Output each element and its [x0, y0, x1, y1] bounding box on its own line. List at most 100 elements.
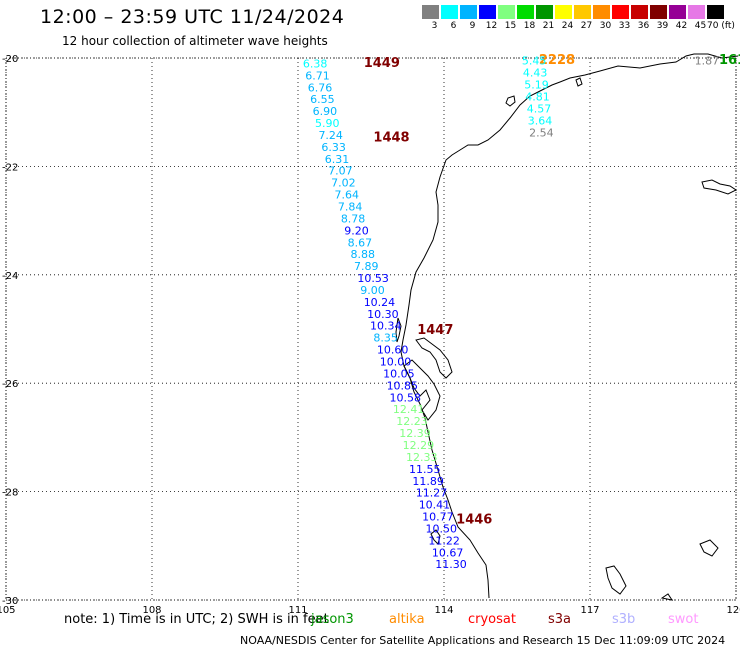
latitude-tick-label: -28: [2, 488, 18, 499]
wave-height-value: 12.29: [403, 439, 435, 452]
wave-height-value: 10.53: [357, 272, 389, 285]
legend-tick-label: 9: [469, 21, 476, 31]
longitude-tick-label: 105: [0, 605, 16, 616]
pass-number-label: 2228: [539, 53, 575, 68]
legend-tick-label: 12: [485, 21, 498, 31]
pass-number-label: 1448: [373, 131, 409, 146]
legend-tick-label: 24: [561, 21, 574, 31]
wave-height-value: 10.00: [380, 356, 412, 369]
wave-height-value: 9.20: [344, 224, 369, 237]
legend-swatch: [498, 5, 515, 19]
legend-swatch: [688, 5, 705, 19]
legend-tick-label: 36: [637, 21, 650, 31]
wave-height-value: 8.78: [341, 212, 366, 225]
longitude-tick-label: 108: [142, 605, 161, 616]
pass-number-label: 1447: [417, 323, 453, 338]
legend-swatch: [574, 5, 591, 19]
legend-tick-label: 15: [504, 21, 517, 31]
wave-height-observations: 6.386.716.766.556.905.907.246.336.317.07…: [303, 55, 719, 572]
legend-swatch: [593, 5, 610, 19]
wave-height-value: 4.81: [525, 90, 550, 103]
wave-height-value: 5.45: [522, 55, 547, 68]
graticule: 105 108 111 114 117 120 -20 -22 -24 -26 -28 -30: [0, 54, 740, 616]
wave-height-value: 10.77: [422, 511, 454, 524]
legend-unit-label: 70 (ft): [707, 21, 735, 31]
pass-number-label: 1446: [456, 513, 492, 528]
wave-height-value: 6.90: [313, 105, 338, 118]
houtman-abrolhos: [430, 529, 441, 545]
wave-height-value: 6.55: [310, 93, 335, 106]
wave-height-value: 11.89: [412, 475, 444, 488]
legend-tick-label: 27: [580, 21, 593, 31]
wave-height-value: 1.87: [695, 55, 720, 68]
legend-swatch: [441, 5, 458, 19]
longitude-tick-label: 117: [580, 605, 599, 616]
legend-swatch: [555, 5, 572, 19]
wave-height-value: 6.38: [303, 57, 328, 70]
satellite-name-cryosat: cryosat: [468, 612, 516, 627]
wave-height-value: 4.43: [523, 67, 548, 80]
wave-height-value: 7.02: [331, 177, 356, 190]
legend-tick-label: 42: [675, 21, 688, 31]
legend-tick-label: 18: [523, 21, 536, 31]
legend-swatch: [422, 5, 439, 19]
pass-number-label: 161: [719, 53, 740, 68]
latitude-tick-label: -22: [2, 162, 18, 173]
wave-height-value: 12.41: [393, 403, 425, 416]
barrow-island: [505, 95, 516, 107]
wave-height-value: 2.54: [529, 126, 554, 139]
satellite-name-jason3: jason3: [311, 612, 354, 627]
map-title: 12:00 – 23:59 UTC 11/24/2024: [40, 6, 345, 28]
dirk-hartog-island: [395, 317, 402, 343]
wave-height-value: 9.00: [360, 284, 385, 297]
coastline: [395, 53, 739, 601]
shark-bay-peninsula: [403, 359, 441, 421]
pass-number-label: 1449: [364, 56, 400, 71]
wave-height-value: 10.58: [389, 391, 421, 404]
inland-lake-north: [701, 179, 737, 195]
legend-swatch: [631, 5, 648, 19]
legend-tick-label: 39: [656, 21, 669, 31]
track-pass-labels: 1449 1448 1447 1446 2228 161: [364, 53, 740, 528]
inland-lakes-south: [605, 539, 719, 601]
wave-height-value: 10.34: [370, 320, 402, 333]
map-subtitle: 12 hour collection of altimeter wave hei…: [62, 34, 328, 48]
legend-swatch: [612, 5, 629, 19]
australia-west-coast: [400, 53, 739, 599]
latitude-tick-label: -20: [2, 54, 18, 65]
legend-swatch: [650, 5, 667, 19]
satellite-name-swot: swot: [668, 612, 699, 627]
legend-tick-label: 30: [599, 21, 612, 31]
wave-height-value: 6.76: [308, 81, 333, 94]
wave-height-value: 12.23: [396, 415, 428, 428]
wave-height-value: 7.84: [338, 201, 363, 214]
latitude-tick-label: -30: [2, 596, 18, 607]
wave-height-value: 6.31: [325, 153, 350, 166]
wave-height-value: 5.90: [315, 117, 340, 130]
legend-tick-label: 45: [694, 21, 707, 31]
legend-swatch: [536, 5, 553, 19]
satellite-name-s3a: s3a: [548, 612, 572, 627]
wave-height-value: 3.64: [528, 114, 553, 127]
footer-credit: NOAA/NESDIS Center for Satellite Applica…: [240, 634, 726, 647]
legend-tick-label: 33: [618, 21, 631, 31]
wave-height-value: 7.89: [354, 260, 379, 273]
satellite-name-altika: altika: [389, 612, 425, 627]
wave-height-value: 11.27: [416, 487, 448, 500]
legend-tick-label: 21: [542, 21, 555, 31]
longitude-tick-label: 114: [434, 605, 453, 616]
wave-height-value: 11.22: [428, 534, 460, 547]
longitude-tick-label: 120: [726, 605, 740, 616]
wave-height-value: 10.60: [377, 344, 409, 357]
wave-height-value: 6.71: [305, 69, 330, 82]
wave-height-value: 12.39: [399, 427, 431, 440]
legend-swatch: [479, 5, 496, 19]
wave-height-value: 10.67: [432, 546, 464, 559]
wave-height-value: 7.64: [335, 189, 360, 202]
wave-height-value: 8.88: [351, 248, 376, 261]
wave-height-value: 4.57: [527, 102, 552, 115]
wave-height-value: 5.19: [524, 79, 549, 92]
legend-swatch: [669, 5, 686, 19]
wave-height-value: 7.07: [328, 165, 353, 178]
legend-tick-label: 3: [431, 21, 438, 31]
